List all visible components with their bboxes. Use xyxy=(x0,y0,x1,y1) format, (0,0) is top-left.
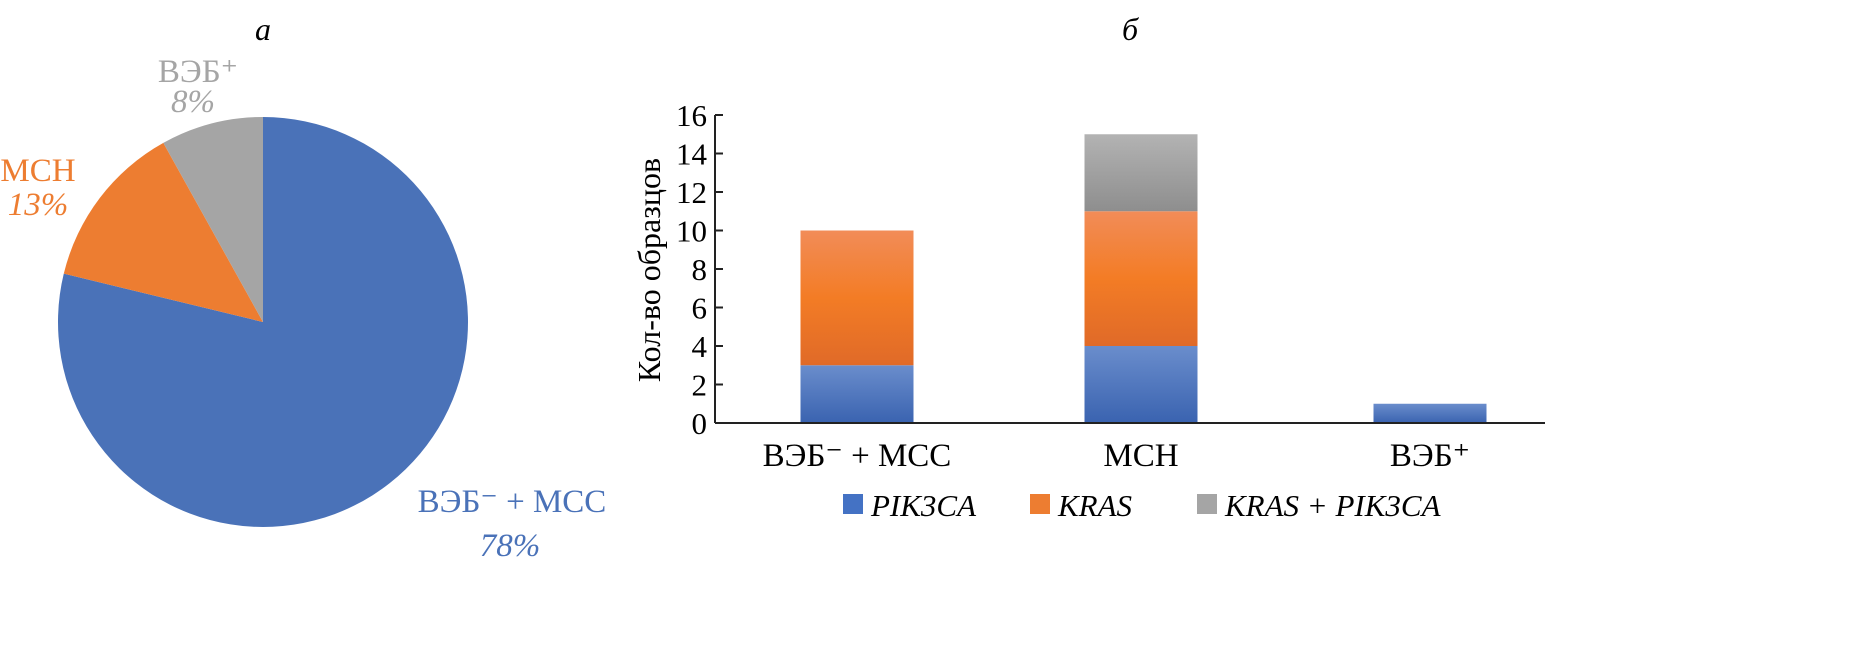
bar-kras-pik3ca-1 xyxy=(1084,134,1198,212)
pie-label-msn: МСН xyxy=(0,153,75,189)
x-tick-label: ВЭБ⁻ + МСС xyxy=(763,438,952,474)
legend: PIK3CA KRAS KRAS + PIK3CA xyxy=(843,488,1442,523)
bar-pik3ca-1 xyxy=(1084,346,1198,423)
legend-label-0: PIK3CA xyxy=(870,488,977,523)
legend-swatch-0 xyxy=(843,494,863,514)
pie-labels: ВЭБ⁺ 8% МСН 13% ВЭБ⁻ + МСС 78% xyxy=(0,54,606,564)
legend-swatch-2 xyxy=(1197,494,1217,514)
y-tick-label: 12 xyxy=(676,175,707,210)
legend-label-2: KRAS + PIK3CA xyxy=(1224,488,1442,523)
legend-swatch-1 xyxy=(1030,494,1050,514)
panel-label-b: б xyxy=(1122,11,1139,47)
pie-chart xyxy=(57,117,468,527)
y-tick-label: 8 xyxy=(692,252,708,287)
pie-slice-2 xyxy=(163,117,263,322)
y-axis-label: Кол-во образцов xyxy=(631,158,667,382)
bar-pik3ca-0 xyxy=(800,365,914,423)
y-tick-label: 0 xyxy=(692,406,708,441)
panel-label-a: а xyxy=(255,11,271,47)
x-tick-label: МСН xyxy=(1103,438,1178,474)
legend-label-1: KRAS xyxy=(1057,488,1132,523)
pie-value-msn: 13% xyxy=(8,187,69,223)
y-tick-label: 2 xyxy=(692,368,708,403)
y-tick-label: 6 xyxy=(692,291,708,326)
bar-kras-1 xyxy=(1084,211,1198,346)
y-tick-label: 14 xyxy=(676,137,708,172)
pie-value-veb-plus: 8% xyxy=(171,84,215,120)
bar-pik3ca-2 xyxy=(1373,403,1487,423)
bar-kras-0 xyxy=(800,230,914,366)
pie-label-veb-minus-mss: ВЭБ⁻ + МСС xyxy=(418,484,607,520)
y-tick-label: 4 xyxy=(692,329,708,364)
x-tick-label: ВЭБ⁺ xyxy=(1390,438,1470,474)
pie-slice-1 xyxy=(63,142,264,322)
y-tick-label: 10 xyxy=(676,214,707,249)
pie-value-veb-minus-mss: 78% xyxy=(480,528,541,564)
pie-label-veb-plus: ВЭБ⁺ xyxy=(158,54,238,90)
y-tick-label: 16 xyxy=(676,98,707,133)
